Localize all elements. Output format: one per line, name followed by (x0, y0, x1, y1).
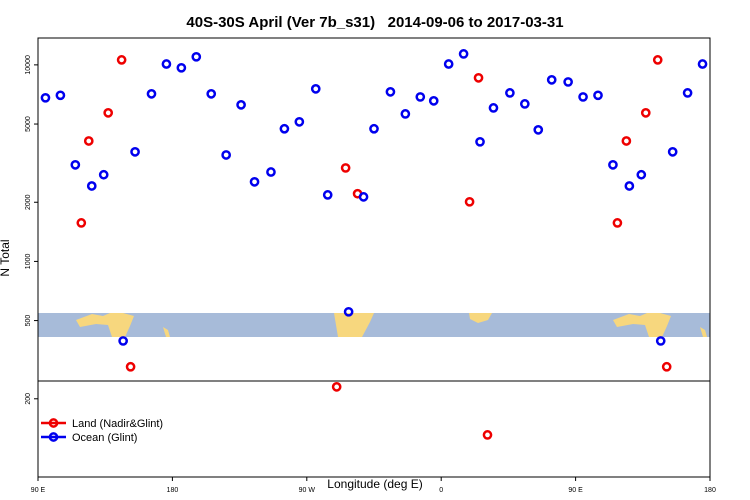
data-point (266, 167, 276, 177)
data-point (443, 59, 454, 69)
data-point (206, 89, 217, 99)
data-point (294, 116, 305, 127)
data-point (369, 123, 379, 134)
data-point (343, 306, 354, 317)
data-point (86, 181, 97, 191)
x-tick-label: 0 (439, 487, 443, 494)
data-point (103, 108, 114, 118)
data-point (415, 92, 426, 102)
data-point (621, 136, 632, 146)
data-point (70, 159, 81, 170)
data-point (652, 55, 663, 65)
y-tick-label: 10000 (25, 55, 32, 75)
x-axis-label: Longitude (deg E) (327, 477, 422, 491)
data-point (661, 361, 672, 372)
data-point (221, 150, 232, 160)
data-point (473, 72, 484, 83)
data-point (76, 218, 87, 228)
data-point (130, 146, 140, 157)
data-point (176, 62, 187, 73)
legend-label: Land (Nadir&Glint) (72, 418, 163, 430)
data-point (475, 136, 485, 147)
data-point (279, 123, 290, 134)
data-point (505, 88, 515, 98)
x-tick-label: 90 E (31, 487, 46, 494)
map-strip (38, 313, 710, 337)
y-tick-label: 2000 (25, 194, 32, 210)
data-point (118, 336, 128, 346)
legend-label: Ocean (Glint) (72, 432, 137, 444)
data-point (191, 51, 202, 62)
data-point (322, 190, 333, 200)
y-tick-label: 5000 (25, 116, 32, 132)
data-point (608, 159, 618, 170)
data-point (458, 49, 469, 59)
data-point (464, 196, 475, 207)
data-point (161, 59, 172, 69)
data-point (40, 92, 51, 103)
data-point (83, 136, 94, 146)
x-tick-label: 90 E (568, 487, 583, 494)
y-axis-label: N Total (0, 239, 12, 276)
data-point (519, 99, 530, 109)
data-point (612, 218, 623, 228)
data-point (146, 89, 157, 99)
data-point (236, 100, 246, 110)
data-point (636, 169, 647, 180)
data-point (428, 96, 439, 106)
data-point (310, 84, 321, 94)
data-point (546, 75, 557, 85)
legend-marker (48, 418, 59, 428)
data-point (624, 181, 635, 191)
data-point (98, 169, 109, 180)
data-point (488, 103, 499, 113)
plot-frame (37, 37, 711, 478)
data-point (563, 77, 573, 87)
data-point (682, 88, 693, 98)
data-point (593, 90, 603, 101)
y-tick-label: 500 (25, 315, 32, 327)
data-point (667, 146, 678, 157)
chart-title: 40S-30S April (Ver 7b_s31) 2014-09-06 to… (186, 14, 563, 31)
data-point (640, 108, 651, 118)
x-tick-label: 180 (704, 487, 716, 494)
data-point (249, 176, 260, 187)
data-point (697, 59, 708, 69)
data-point (358, 192, 369, 202)
data-point (400, 109, 411, 119)
data-point (385, 87, 396, 97)
data-point (655, 336, 666, 346)
data-point (482, 430, 493, 440)
legend-marker (48, 432, 59, 442)
data-point (125, 361, 136, 372)
data-point (533, 125, 544, 135)
data-point (578, 92, 588, 102)
data-point (116, 55, 127, 65)
x-tick-label: 90 W (299, 487, 316, 494)
x-tick-label: 180 (167, 487, 179, 494)
data-point (55, 90, 66, 101)
y-tick-label: 200 (25, 393, 32, 405)
data-point (331, 382, 342, 392)
y-tick-label: 1000 (25, 254, 32, 270)
data-point (340, 163, 351, 173)
